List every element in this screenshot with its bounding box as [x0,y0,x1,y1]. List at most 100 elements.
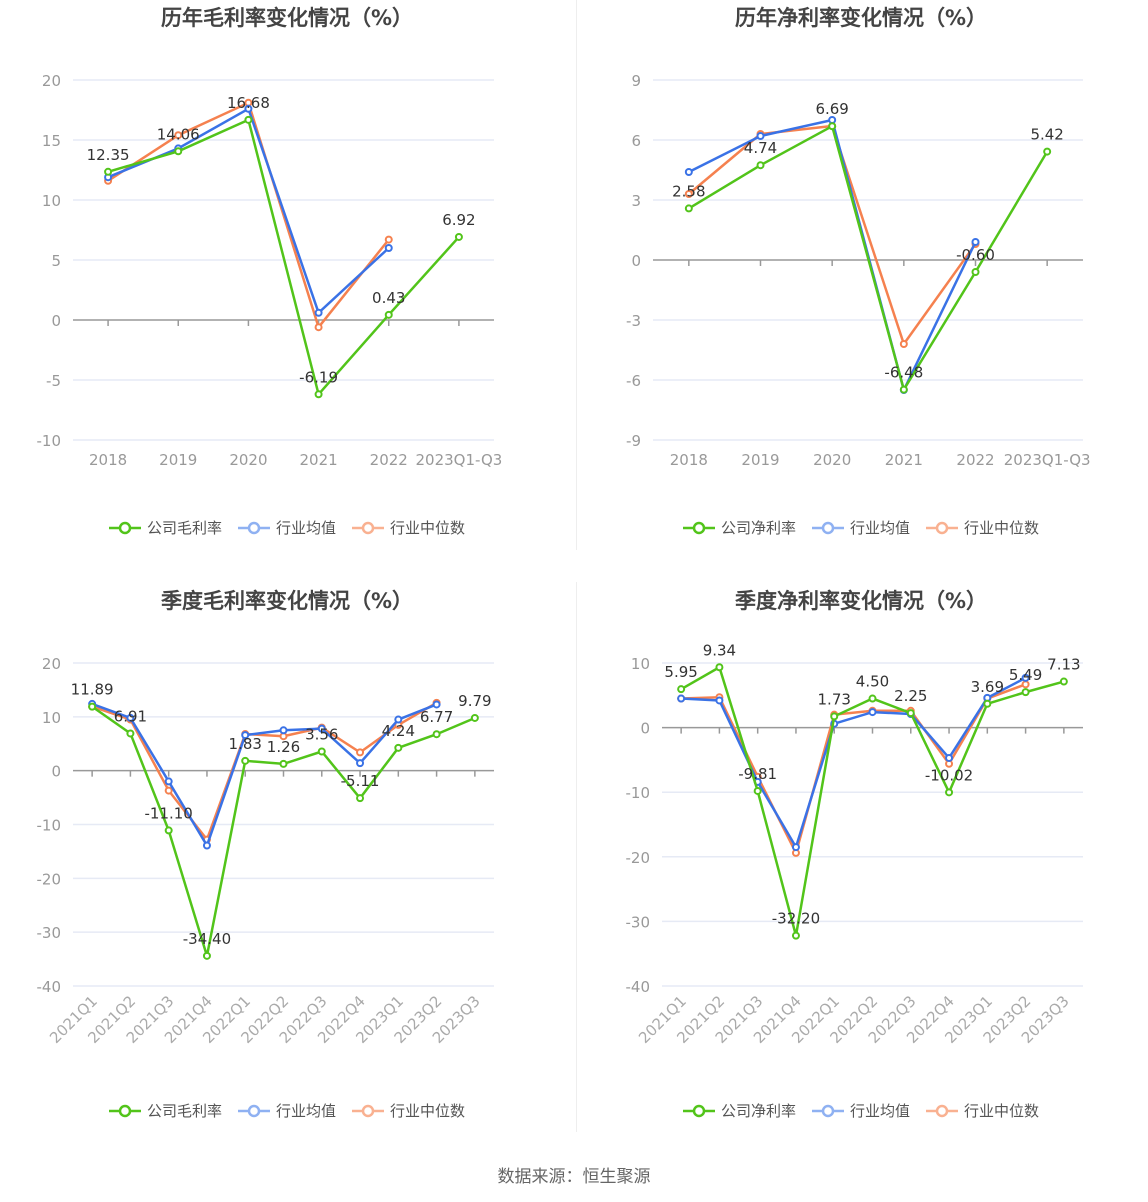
legend-item-company[interactable]: 公司净利率 [682,1100,796,1121]
data-label: 9.34 [703,641,736,659]
y-tick-label: 10 [631,655,650,673]
data-label: 14.06 [157,125,200,143]
avg-data-point [868,708,877,717]
legend-label: 公司毛利率 [146,1102,222,1120]
legend-item-avg[interactable]: 行业均值 [237,1100,336,1121]
data-label: 5.49 [1009,666,1042,684]
data-label: 1.73 [818,690,851,708]
company-data-point [432,730,441,739]
y-tick-label: 10 [42,192,61,210]
avg-data-point [715,696,724,705]
y-tick-label: 3 [631,192,641,210]
legend-line-circle-icon [237,521,270,534]
avg-data-point [756,132,765,140]
company-data-point [394,743,403,752]
legend-label: 公司毛利率 [146,519,222,537]
legend-item-company[interactable]: 公司净利率 [682,517,796,538]
data-label: 4.74 [744,139,777,157]
legend-line-circle-icon [237,1104,270,1117]
data-label: 1.26 [267,738,300,756]
legend-item-company[interactable]: 公司毛利率 [108,1100,222,1121]
legend-label: 行业中位数 [964,1102,1040,1120]
legend-item-median[interactable]: 行业中位数 [926,1100,1039,1121]
legend: 公司毛利率 行业均值 行业中位数 [0,517,574,538]
data-label: 6.91 [114,707,147,725]
y-tick-label: 0 [631,252,641,270]
data-label: 6.77 [420,708,453,726]
avg-data-point [945,753,954,762]
avg-data-point [677,694,686,703]
legend-item-median[interactable]: 行业中位数 [352,1100,465,1121]
legend-line-circle-icon [811,1104,844,1117]
avg-data-point [384,244,393,252]
company-data-point [244,115,253,124]
avg-series-line [688,118,977,394]
company-data-point [830,712,839,721]
legend: 公司毛利率 行业均值 行业中位数 [0,1100,574,1121]
data-label: 6.69 [815,100,848,118]
legend-item-median[interactable]: 行业中位数 [926,517,1039,538]
y-tick-label: -10 [626,784,651,802]
legend-item-avg[interactable]: 行业均值 [811,517,910,538]
x-tick-label: 2021 [885,451,923,469]
company-data-point [88,702,97,711]
y-tick-label: -30 [626,913,651,931]
legend-line-circle-icon [108,1104,141,1117]
company-data-point [828,122,837,131]
x-tick-label: 2021 [299,451,337,469]
company-data-point [791,931,800,940]
legend-item-avg[interactable]: 行业均值 [811,1100,910,1121]
divider-top [576,0,577,550]
company-series-line [688,124,1049,393]
legend-item-median[interactable]: 行业中位数 [352,517,465,538]
y-tick-label: 20 [42,655,61,673]
legend: 公司净利率 行业均值 行业中位数 [574,1100,1148,1121]
plot-area: -40-30-20-10010202021Q12021Q22021Q32021Q… [37,655,494,1047]
avg-data-point [394,715,403,724]
legend: 公司净利率 行业均值 行业中位数 [574,517,1148,538]
y-tick-label: -30 [37,924,62,942]
data-label: 1.83 [229,735,262,753]
company-data-point [945,788,954,797]
legend-line-circle-icon [682,1104,715,1117]
data-label: -6.19 [299,368,338,386]
median-series-line [107,101,390,330]
legend-label: 行业均值 [275,1102,336,1120]
company-data-point [356,794,365,803]
avg-data-point [279,726,288,735]
chart-annual-net-margin: 历年净利率变化情况（%） -9 -6 -3 0 3 6 9 2018 2019 2020 2021 2… [574,0,1148,580]
data-label: -9.81 [738,765,777,783]
chart-title: 历年净利率变化情况（%） [734,6,988,30]
company-data-point [454,232,463,241]
y-tick-label: -5 [46,372,61,390]
y-tick-label: -20 [626,849,651,867]
data-label: -6.48 [884,364,923,382]
data-label: 2.25 [894,687,927,705]
data-label: 2.58 [672,182,705,200]
legend-item-avg[interactable]: 行业均值 [237,517,336,538]
y-tick-label: 0 [640,720,650,738]
legend-label: 行业中位数 [390,519,466,537]
chart-quarterly-net-margin: 季度净利率变化情况（%） -40 -30 -20 -10 0 10 2021Q1 2021Q2… [574,583,1148,1163]
avg-data-point [317,724,326,733]
avg-data-point [241,731,250,740]
avg-data-point [684,168,693,176]
company-data-point [104,167,113,176]
plot-area: -9 -6 -3 0 3 6 9 2018 2019 2020 2021 2022 2023Q1-Q3 2… [626,72,1091,469]
company-data-point [174,147,183,156]
company-data-point [241,756,250,765]
x-tick-label: 2023Q1-Q3 [415,451,502,469]
x-tick-label: 2018 [89,451,127,469]
data-label: 4.50 [856,673,889,691]
legend-item-company[interactable]: 公司毛利率 [108,517,222,538]
y-tick-label: 5 [51,252,61,270]
company-data-point [971,268,980,276]
company-data-point [868,694,877,703]
company-data-point [1021,688,1030,697]
avg-data-point [432,700,441,709]
company-data-point [715,663,724,672]
data-label: 5.42 [1030,126,1063,144]
data-label: 7.13 [1047,656,1080,674]
median-data-point [314,323,323,332]
median-data-point [164,786,173,795]
